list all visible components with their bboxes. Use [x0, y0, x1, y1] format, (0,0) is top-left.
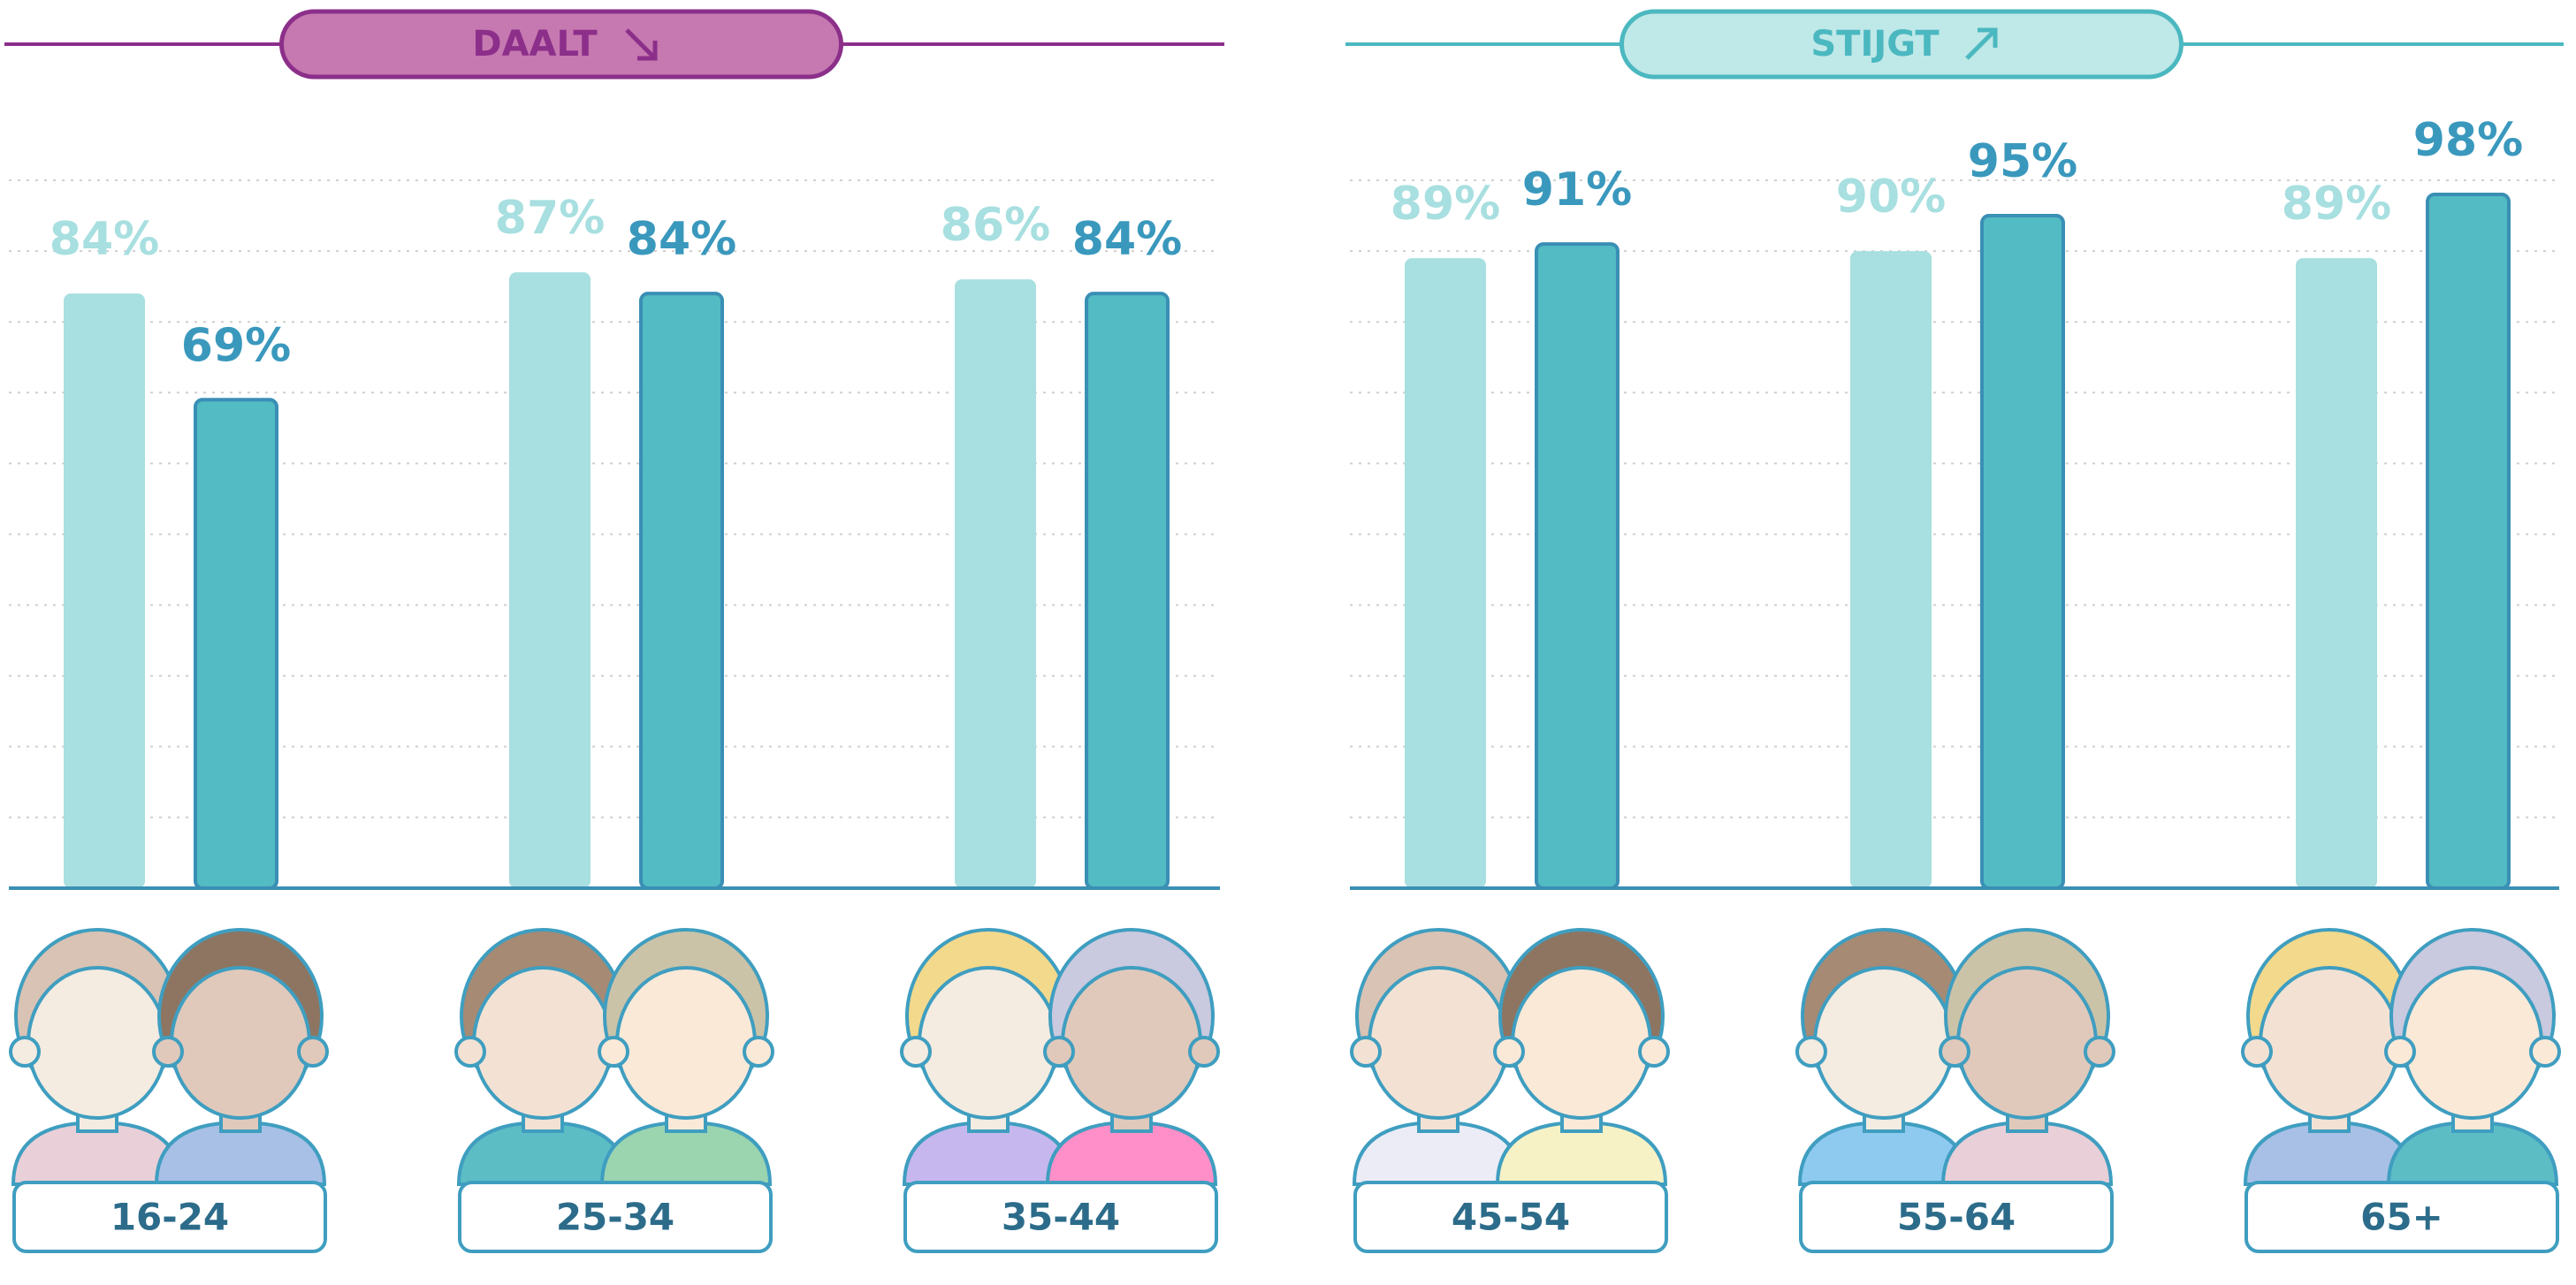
bar [195, 399, 277, 888]
bar [64, 293, 145, 888]
bar [1405, 258, 1486, 888]
value-label: 89% [1391, 178, 1500, 231]
value-label: 84% [50, 213, 159, 266]
avatar-pair [1352, 930, 1668, 1184]
avatar-head [28, 968, 166, 1118]
avatar-pair [456, 930, 773, 1184]
value-label: 69% [181, 319, 291, 372]
avatar-ear [1352, 1038, 1380, 1066]
avatar-pair [11, 930, 327, 1184]
avatar-head [1063, 968, 1200, 1118]
bar [1086, 293, 1168, 888]
bar [2427, 194, 2509, 888]
x-tick-label: 45-54 [1452, 1196, 1570, 1239]
x-tick-label: 35-44 [1002, 1196, 1120, 1239]
bar [641, 293, 722, 888]
avatar-ear [1045, 1038, 1073, 1066]
avatar-ear [11, 1038, 39, 1066]
avatar-ear [2386, 1038, 2414, 1066]
avatar-head [474, 968, 612, 1118]
avatar-head [617, 968, 755, 1118]
value-label: 95% [1968, 135, 2077, 188]
value-label: 98% [2413, 114, 2523, 167]
bar [955, 279, 1036, 888]
value-label: 91% [1522, 163, 1632, 217]
avatar-ear [902, 1038, 930, 1066]
avatar-ear [299, 1038, 327, 1066]
avatar-head [1815, 968, 1953, 1118]
x-tick-label: 25-34 [556, 1196, 674, 1239]
avatar-ear [2085, 1038, 2114, 1066]
avatar-head [919, 968, 1057, 1118]
avatar-ear [599, 1038, 628, 1066]
value-label: 84% [1072, 213, 1182, 266]
value-label: 84% [627, 213, 736, 266]
x-tick-label: 16-24 [111, 1196, 229, 1239]
avatar-ear [154, 1038, 182, 1066]
value-label: 90% [1836, 171, 1946, 224]
value-label: 89% [2282, 178, 2391, 231]
header-title: STIJGT [1810, 24, 1940, 65]
avatar-head [1369, 968, 1507, 1118]
avatar-ear [744, 1038, 773, 1066]
x-tick-label: 55-64 [1897, 1196, 2016, 1239]
avatar-ear [1797, 1038, 1825, 1066]
avatar-ear [1640, 1038, 1668, 1066]
avatar-pair [2243, 930, 2559, 1184]
avatar-pair [1797, 930, 2114, 1184]
value-label: 87% [495, 192, 605, 245]
avatar-ear [1190, 1038, 1218, 1066]
avatar-head [1513, 968, 1650, 1118]
bar [1850, 251, 1932, 888]
avatar-head [171, 968, 309, 1118]
avatar-head [2404, 968, 2542, 1118]
bar [1536, 244, 1618, 888]
bar [509, 272, 591, 888]
avatar-ear [1940, 1038, 1969, 1066]
avatar-ear [2531, 1038, 2559, 1066]
avatar-head [2260, 968, 2398, 1118]
avatar-ear [456, 1038, 484, 1066]
avatar-ear [1495, 1038, 1523, 1066]
bar [2296, 258, 2377, 888]
avatar-pair [902, 930, 1218, 1184]
bar [1982, 216, 2063, 888]
header-title: DAALT [472, 24, 598, 65]
avatar-head [1958, 968, 2096, 1118]
chart: DAALT 84% 69% 16-24 87% 84% 25-34 86% 84% 35-44 ST… [0, 0, 2576, 1285]
x-tick-label: 65+ [2360, 1196, 2443, 1239]
value-label: 86% [941, 199, 1050, 252]
avatar-ear [2243, 1038, 2271, 1066]
